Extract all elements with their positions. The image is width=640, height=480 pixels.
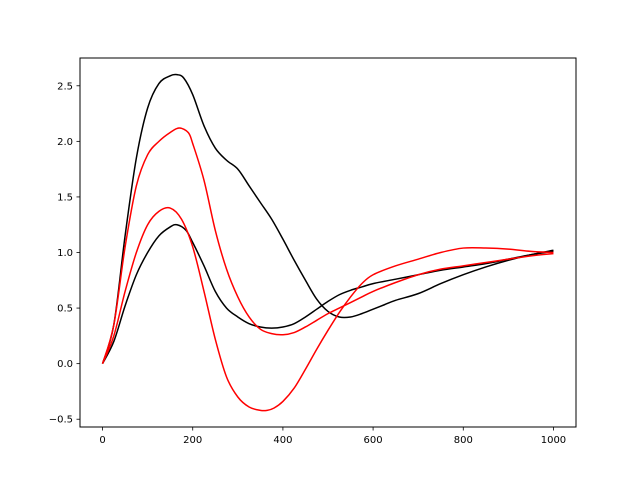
series-line-4 xyxy=(101,206,554,412)
series-line-3 xyxy=(101,127,554,364)
x-tick-label: 600 xyxy=(364,435,383,446)
x-tick-label: 0 xyxy=(99,435,105,446)
x-axis: 0 200 400 600 800 1000 xyxy=(99,427,566,446)
y-tick-label: 0.0 xyxy=(57,359,73,370)
x-tick-label: 800 xyxy=(454,435,473,446)
y-tick-label: 2.5 xyxy=(57,81,73,92)
series-line-1 xyxy=(101,73,554,364)
x-tick-label: 400 xyxy=(273,435,292,446)
y-axis: −0.5 0.0 0.5 1.0 1.5 2.0 2.5 xyxy=(49,81,80,426)
axes-frame xyxy=(79,57,577,428)
y-tick-label: 1.0 xyxy=(57,248,73,259)
y-tick-label: −0.5 xyxy=(49,415,73,426)
y-tick-label: 1.5 xyxy=(57,192,73,203)
plot-lines xyxy=(101,73,554,412)
y-tick-label: 2.0 xyxy=(57,137,73,148)
x-tick-label: 200 xyxy=(183,435,202,446)
x-tick-label: 1000 xyxy=(541,435,566,446)
y-tick-label: 0.5 xyxy=(57,304,73,315)
